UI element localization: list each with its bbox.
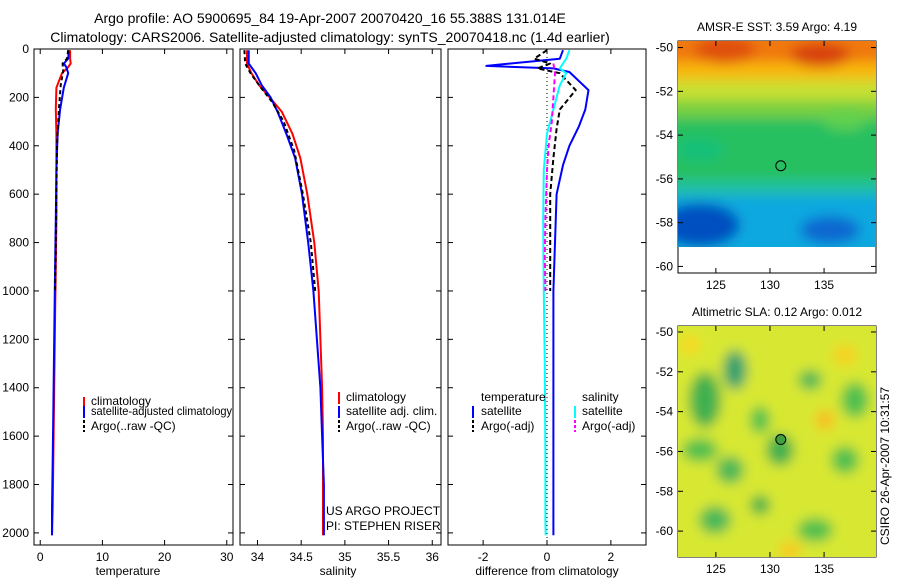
salinity-axes-box [239, 48, 442, 546]
y-tick-label: 2000 [2, 526, 29, 540]
map-x-tick-label: 135 [814, 278, 834, 292]
legend-label-climatology: climatology [346, 390, 406, 404]
map-x-tick-label: 125 [706, 562, 726, 576]
salinity-xlabel: salinity [320, 564, 357, 578]
salinity-series [243, 50, 325, 536]
temperature-legend: climatology satellite-adjusted climatolo… [83, 394, 232, 433]
x-tick-label: 35.5 [377, 550, 401, 564]
difference-xlabel: difference from climatology [475, 564, 618, 578]
series-temperature-argo-adj [533, 49, 577, 291]
y-tick-label: 600 [9, 187, 29, 201]
x-tick-label: 2 [608, 550, 615, 564]
map-y-tick-label: -54 [656, 405, 674, 419]
project-label: US ARGO PROJECT [326, 504, 441, 518]
series-satellite-adj-clim [247, 50, 325, 536]
temperature-series [51, 50, 72, 536]
legend-label-satellite: satellite adj. clim. [346, 404, 437, 418]
sst-map-panel: AMSR-E SST: 3.59 Argo: 4.19 125 130 135 -50… [656, 20, 877, 292]
map-y-tick-label: -54 [656, 128, 674, 142]
x-tick-label: 0 [544, 550, 551, 564]
map-y-tick-label: -58 [656, 216, 674, 230]
y-tick-label: 1600 [2, 429, 29, 443]
x-tick-label: 20 [158, 550, 172, 564]
x-tick-label: 36 [426, 550, 440, 564]
temperature-xlabel: temperature [96, 564, 161, 578]
map-y-tick-label: -52 [656, 84, 674, 98]
sla-heatmap [678, 326, 876, 557]
x-tick-label: 10 [96, 550, 110, 564]
map-y-tick-label: -50 [656, 41, 674, 55]
x-tick-label: 35 [338, 550, 352, 564]
map-y-tick-label: -60 [656, 524, 674, 538]
y-tick-label: 1000 [2, 284, 29, 298]
sst-heatmap [678, 41, 876, 247]
sst-map-ticks: 125 130 135 -50 -52 -54 -56 -58 -60 [656, 41, 876, 292]
credit-label: CSIRO 26-Apr-2007 10:31:57 [878, 387, 892, 545]
x-tick-label: 30 [220, 550, 234, 564]
map-y-tick-label: -56 [656, 172, 674, 186]
legend-label-satellite: satellite-adjusted climatology [91, 404, 232, 418]
legend-label-argo: Argo(..raw -QC) [91, 419, 176, 433]
y-tick-label: 1400 [2, 381, 29, 395]
temperature-axes-box [33, 48, 234, 546]
series-argo-raw-qc [243, 50, 317, 292]
map-y-tick-label: -58 [656, 484, 674, 498]
map-x-tick-label: 135 [814, 562, 834, 576]
legend-label-sal-argo: Argo(-adj) [582, 419, 635, 433]
sst-argo-marker [775, 160, 787, 172]
legend-label-temp-argo: Argo(-adj) [481, 419, 534, 433]
temperature-panel: 0 10 20 30 0 200 400 600 800 1000 1200 1400 1600 1800… [2, 42, 233, 578]
figure-title-line2: Climatology: CARS2006. Satellite-adjuste… [50, 29, 610, 45]
sla-map-ticks: 125 130 135 -50 -52 -54 -56 -58 -60 [656, 325, 876, 576]
map-y-tick-label: -52 [656, 365, 674, 379]
difference-panel: -2 0 2 difference from climatology tempera… [447, 48, 647, 578]
salinity-panel: 34 34.5 35 35.5 36 salinity climatology sate… [239, 48, 442, 578]
x-tick-label: 34 [251, 550, 265, 564]
sla-argo-marker [775, 434, 787, 446]
difference-series [485, 49, 590, 545]
map-y-tick-label: -50 [656, 325, 674, 339]
series-salinity-satellite [542, 49, 571, 536]
sst-map-title: AMSR-E SST: 3.59 Argo: 4.19 [697, 20, 857, 34]
x-tick-label: 34.5 [289, 550, 313, 564]
y-tick-label: 200 [9, 90, 29, 104]
map-x-tick-label: 130 [760, 562, 780, 576]
map-y-tick-label: -60 [656, 259, 674, 273]
series-argo-raw-qc [54, 50, 70, 292]
y-tick-label: 1200 [2, 332, 29, 346]
legend-label-temp-satellite: satellite [481, 404, 522, 418]
series-climatology [246, 50, 324, 536]
difference-ticks: -2 0 2 [448, 48, 646, 564]
x-tick-label: -2 [478, 550, 489, 564]
y-tick-label: 0 [22, 42, 29, 56]
difference-legend: temperature salinity satellite Argo(-adj… [472, 390, 635, 433]
map-x-tick-label: 125 [706, 278, 726, 292]
x-tick-label: 0 [37, 550, 44, 564]
legend-header-salinity: salinity [582, 390, 619, 404]
temperature-ticks: 0 10 20 30 0 200 400 600 800 1000 1200 1400 1600 1800… [2, 42, 233, 564]
pi-label: PI: STEPHEN RISER [326, 519, 441, 533]
map-y-tick-label: -56 [656, 444, 674, 458]
legend-label-climatology: climatology [91, 394, 151, 408]
y-tick-label: 1800 [2, 478, 29, 492]
map-x-tick-label: 130 [760, 278, 780, 292]
sla-map-panel: Altimetric SLA: 0.12 Argo: 0.012 [656, 305, 877, 576]
figure-title-line1: Argo profile: AO 5900695_84 19-Apr-2007 … [94, 10, 566, 26]
salinity-legend: climatology satellite adj. clim. Argo(..… [338, 390, 437, 433]
legend-label-argo: Argo(..raw -QC) [346, 419, 431, 433]
legend-label-sal-satellite: satellite [582, 404, 623, 418]
salinity-ticks: 34 34.5 35 35.5 36 [240, 48, 441, 564]
y-tick-label: 800 [9, 236, 29, 250]
series-salinity-argo-adj [543, 63, 556, 292]
y-tick-label: 400 [9, 139, 29, 153]
legend-header-temperature: temperature [481, 390, 546, 404]
sla-map-title: Altimetric SLA: 0.12 Argo: 0.012 [692, 305, 862, 319]
